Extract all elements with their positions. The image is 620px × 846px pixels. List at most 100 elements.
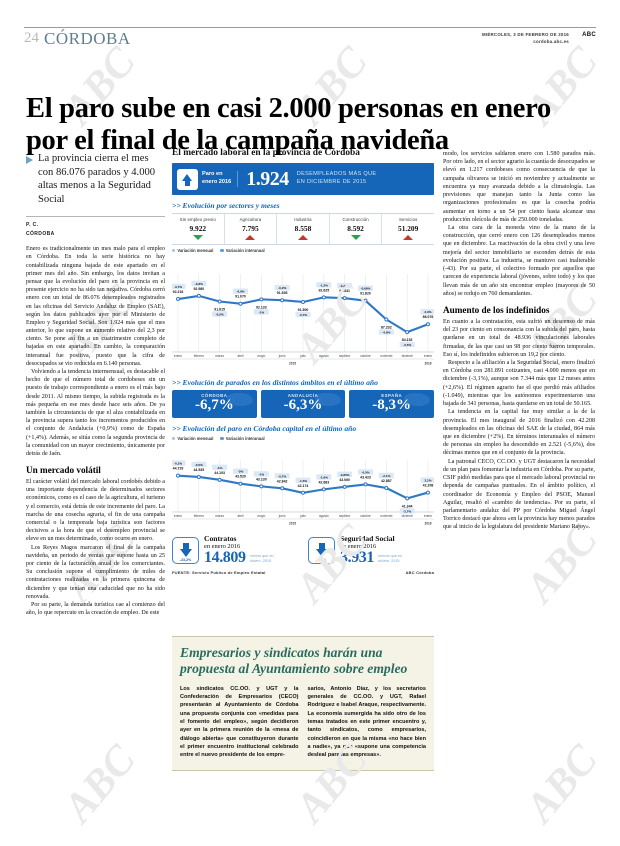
left-subheading: Un mercado volátil xyxy=(26,465,101,476)
legend-item: Variación interanual xyxy=(220,436,265,441)
svg-text:42.683: 42.683 xyxy=(318,480,329,484)
ambito-card: ANDALUCÍA -6,3% xyxy=(260,390,346,418)
section-heading-capital: >> Evolución del paro en Córdoba capital… xyxy=(172,423,357,433)
sector-strip: Sin empleo previo 9.922 Agricultura 7.79… xyxy=(172,213,434,245)
svg-text:junio: junio xyxy=(278,354,286,358)
svg-text:-1,2%: -1,2% xyxy=(320,283,328,287)
banner-label-line2: enero 2016 xyxy=(202,179,232,185)
svg-text:91.935: 91.935 xyxy=(277,291,288,295)
svg-text:-2,7%: -2,7% xyxy=(403,509,411,513)
masthead-rule xyxy=(24,27,596,29)
svg-text:92.133: 92.133 xyxy=(256,305,267,309)
svg-text:44.103: 44.103 xyxy=(214,471,225,475)
svg-text:91.070: 91.070 xyxy=(235,295,246,299)
watermark: ABC xyxy=(55,737,145,831)
paragraph: modo, los servicios saldaron enero con 1… xyxy=(443,151,595,223)
legend-label: Variación interanual xyxy=(225,248,265,253)
down-arrow-icon: -4,4% xyxy=(308,537,335,565)
sector-name: Agricultura xyxy=(239,217,262,222)
svg-text:-0,85%: -0,85% xyxy=(340,473,350,477)
sector-value: 51.209 xyxy=(398,224,419,233)
banner-sub-line2: EN DICIEMBRE DE 2015 xyxy=(296,179,367,185)
legend-item: Variación mensual xyxy=(172,248,213,253)
stat-pct: -4,4% xyxy=(316,558,327,563)
svg-text:-3,7%: -3,7% xyxy=(174,285,182,289)
abc-logo: ABC xyxy=(582,32,596,38)
svg-text:agosto: agosto xyxy=(319,354,329,358)
dateline: MIÉRCOLES, 3 DE FEBRERO DE 2016 cordoba.… xyxy=(482,32,569,46)
svg-text:febrero: febrero xyxy=(194,514,204,518)
capital-line-chart: 44.729 -0,1% 44.535 -0,5% 44.103 -1% 43.529 -3%… xyxy=(172,441,434,530)
svg-text:marzo: marzo xyxy=(215,514,224,518)
svg-text:noviemb: noviemb xyxy=(380,514,392,518)
stat-note: menos que en diciem. 2015 xyxy=(250,554,274,567)
svg-text:-0,1%: -0,1% xyxy=(174,461,182,465)
svg-text:92.625: 92.625 xyxy=(318,288,329,292)
secondary-article-col2: sarios, Antonio Díaz, y los secretarios … xyxy=(307,685,427,759)
right-body-text-2: En cuanto a la contratación, esta sufrió… xyxy=(443,318,595,532)
arrow-down-icon xyxy=(350,235,361,240)
infographic: El mercado laboral en la provincia de Có… xyxy=(172,148,435,576)
svg-text:diciemb: diciemb xyxy=(402,354,413,358)
svg-text:92.216: 92.216 xyxy=(173,290,184,294)
lede-block: La provincia cierra el mes con 86.076 pa… xyxy=(26,152,165,206)
stat-seguridad-social: -4,4% Seguridad Social en enero 2016 3.9… xyxy=(308,534,434,567)
chart-legend-2: Variación mensual Variación interanual xyxy=(172,436,434,441)
svg-text:44.535: 44.535 xyxy=(193,468,204,472)
secondary-article-col1: Los sindicatos CC.OO. y UGT y la Confede… xyxy=(180,685,299,759)
svg-text:-1%: -1% xyxy=(217,466,223,470)
map-shape-icon xyxy=(315,393,342,406)
ambito-name: ANDALUCÍA xyxy=(287,393,319,398)
svg-text:-0,5%: -0,5% xyxy=(361,470,369,474)
arrow-down-icon xyxy=(192,235,203,240)
map-shape-icon xyxy=(226,393,253,406)
left-body-text-2: El carácter volátil del mercado laboral … xyxy=(26,478,165,617)
svg-text:abril: abril xyxy=(237,514,243,518)
sector-name: Servicios xyxy=(399,217,418,222)
svg-text:-1,5%: -1,5% xyxy=(299,479,307,483)
svg-text:septiem: septiem xyxy=(339,514,351,518)
svg-text:septiem: septiem xyxy=(339,354,351,358)
svg-text:44.729: 44.729 xyxy=(173,466,184,470)
sector-value: 8.558 xyxy=(294,224,312,233)
watermark: ABC xyxy=(517,737,607,831)
credit-label: ABC Córdoba xyxy=(405,570,434,576)
masthead: 24 CÓRDOBA MIÉRCOLES, 3 DE FEBRERO DE 20… xyxy=(24,29,596,54)
svg-text:-0,5%: -0,5% xyxy=(195,463,203,467)
sector-item: Servicios 51.209 xyxy=(382,214,434,244)
svg-text:92.980: 92.980 xyxy=(193,287,204,291)
ambito-value: -6,3% xyxy=(283,397,323,413)
capital-line-chart-svg: 44.729-0,1%44.535-0,5%44.103-1%43.529-3%… xyxy=(172,459,434,525)
section-heading-ambitos: >> Evolución de parados en los distintos… xyxy=(172,378,378,387)
svg-text:2016: 2016 xyxy=(424,521,431,525)
paragraph: En cuanto a la contratación, esta sufrió… xyxy=(443,318,595,358)
svg-text:91.820: 91.820 xyxy=(360,292,371,296)
stat-period: en enero 2016 xyxy=(204,543,241,551)
stat-value: 14.809 xyxy=(204,549,246,567)
svg-text:43.423: 43.423 xyxy=(360,475,371,479)
stat-note-line2: diciem. 2015 xyxy=(249,559,272,564)
provincia-line-chart: 92.216 -3,7% 92.980 -0,8% 91.615 -0,5% 91.070-… xyxy=(172,254,434,372)
svg-text:febrero: febrero xyxy=(194,354,204,358)
section-name: CÓRDOBA xyxy=(44,29,131,48)
paragraph: Por su parte, la demanda turística cae a… xyxy=(26,601,165,617)
source-label: FUENTE: Servicio Público de Empleo Estat… xyxy=(172,570,266,576)
svg-text:octubre: octubre xyxy=(360,354,371,358)
arrow-up-icon xyxy=(297,235,308,240)
svg-text:junio: junio xyxy=(278,514,286,518)
svg-text:-0,21%: -0,21% xyxy=(340,284,350,288)
sector-item: Sin empleo previo 9.922 xyxy=(172,214,225,244)
svg-text:-3%: -3% xyxy=(238,469,244,473)
house-up-arrow-icon xyxy=(172,163,202,195)
svg-text:43.060: 43.060 xyxy=(339,478,350,482)
svg-text:enero: enero xyxy=(424,514,432,518)
bullet-triangle-icon xyxy=(26,156,33,164)
svg-text:-2,1%: -2,1% xyxy=(382,474,390,478)
svg-text:2015: 2015 xyxy=(289,362,296,366)
paragraph: La otra cara de la moneda vino de la man… xyxy=(443,224,595,297)
sector-name: Construcción xyxy=(342,217,369,222)
svg-text:42.842: 42.842 xyxy=(277,479,288,483)
svg-text:-0,6%: -0,6% xyxy=(236,290,244,294)
svg-text:mayo: mayo xyxy=(257,514,265,518)
sector-value: 9.922 xyxy=(189,224,207,233)
